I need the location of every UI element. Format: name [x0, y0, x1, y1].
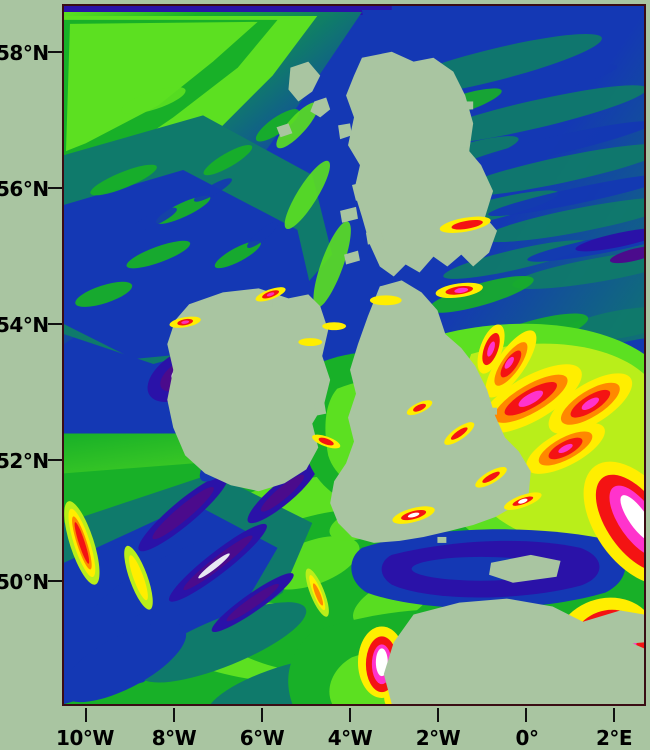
tick-y-58 [48, 51, 62, 53]
tick-label-y-54: 54°N [0, 313, 49, 337]
tick-y-52 [48, 459, 62, 461]
tick-label-x-2e: 2°E [595, 726, 633, 750]
tick-label-y-52: 52°N [0, 449, 49, 473]
tick-label-y-58: 58°N [0, 41, 49, 65]
tick-label-y-50: 50°N [0, 570, 49, 594]
tick-y-56 [48, 187, 62, 189]
tick-x-0 [525, 708, 527, 722]
tick-x-4w [349, 708, 351, 722]
tick-label-x-10w: 10°W [56, 726, 114, 750]
map-plot-area[interactable] [62, 4, 646, 706]
tick-y-50 [48, 580, 62, 582]
tick-y-54 [48, 323, 62, 325]
tick-x-10w [85, 708, 87, 722]
tick-x-2e [613, 708, 615, 722]
tick-label-x-0: 0° [515, 726, 539, 750]
contour-field [64, 6, 644, 704]
tick-label-x-4w: 4°W [327, 726, 373, 750]
tick-x-6w [261, 708, 263, 722]
tick-x-8w [173, 708, 175, 722]
tick-label-x-8w: 8°W [151, 726, 197, 750]
tick-label-x-6w: 6°W [239, 726, 285, 750]
tick-x-2w [437, 708, 439, 722]
tick-label-y-56: 56°N [0, 177, 49, 201]
tick-label-x-2w: 2°W [415, 726, 461, 750]
